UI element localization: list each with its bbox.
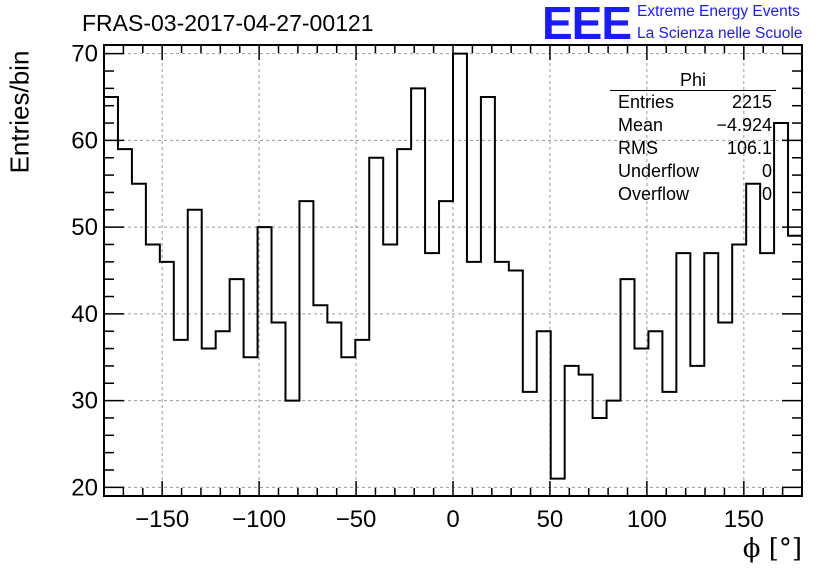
histogram-bin	[621, 279, 635, 496]
stats-value: 106.1	[726, 138, 772, 158]
histogram-bin	[411, 88, 425, 496]
histogram-bin	[299, 201, 313, 496]
histogram-bin	[174, 340, 188, 496]
x-tick-label: 50	[537, 506, 564, 533]
histogram-bin	[258, 227, 272, 496]
y-tick-label: 70	[71, 41, 98, 68]
stats-label: Underflow	[618, 161, 700, 181]
histogram-bin	[341, 357, 355, 496]
logo-text-line2: La Scienza nelle Scuole	[637, 25, 803, 42]
stats-box: Phi Entries 2215 Mean −4.924 RMS 106.1 U…	[610, 70, 776, 206]
histogram-bin	[746, 184, 760, 496]
histogram-bin	[188, 210, 202, 496]
y-tick-label: 20	[71, 474, 98, 501]
histogram-bin	[509, 271, 523, 497]
histogram-bin	[565, 366, 579, 496]
stats-row-entries: Entries 2215	[610, 91, 776, 114]
histogram-bin	[523, 392, 537, 496]
histogram-bin	[355, 340, 369, 496]
y-axis-label: Entries/bin	[4, 50, 35, 174]
histogram-bin	[216, 331, 230, 496]
histogram-bin	[774, 123, 788, 496]
histogram-bin	[327, 323, 341, 496]
stats-row-overflow: Overflow 0	[610, 183, 776, 206]
stats-value: 0	[761, 184, 772, 204]
histogram-bin	[481, 97, 495, 496]
histogram-bin	[369, 158, 383, 496]
histogram-bin	[383, 244, 397, 496]
stats-value: −4.924	[716, 115, 772, 135]
histogram-bin	[579, 375, 593, 496]
histogram-bin	[285, 401, 299, 496]
stats-value: 0	[761, 161, 772, 181]
x-tick-label: −50	[336, 506, 377, 533]
histogram-bin	[313, 305, 327, 496]
stats-row-rms: RMS 106.1	[610, 137, 776, 160]
chart-title: FRAS-03-2017-04-27-00121	[82, 10, 374, 36]
histogram-bin	[160, 262, 174, 496]
y-tick-label: 60	[71, 127, 98, 154]
histogram-bin	[676, 253, 690, 496]
histogram-bin	[760, 253, 774, 496]
x-tick-label: −150	[135, 506, 189, 533]
stats-title: Phi	[610, 70, 776, 91]
stats-row-mean: Mean −4.924	[610, 114, 776, 137]
histogram-bin	[551, 479, 565, 496]
stats-label: Mean	[618, 115, 664, 135]
histogram-bin	[495, 262, 509, 496]
histogram-bin	[118, 149, 132, 496]
histogram-bin	[732, 244, 746, 496]
stats-label: Entries	[618, 92, 675, 112]
x-tick-label: 0	[446, 506, 459, 533]
y-tick-label: 40	[71, 301, 98, 328]
histogram-bin	[244, 357, 258, 496]
stats-label: RMS	[618, 138, 658, 158]
histogram-bin	[662, 392, 676, 496]
histogram-bin	[272, 323, 286, 496]
histogram-bin	[439, 201, 453, 496]
logo-text-line1: Extreme Energy Events	[637, 3, 800, 20]
histogram-bin	[634, 349, 648, 496]
histogram-bin	[397, 149, 411, 496]
y-tick-label: 50	[71, 214, 98, 241]
eee-logo: EEE	[542, 0, 632, 49]
histogram-bin	[202, 349, 216, 496]
stats-row-underflow: Underflow 0	[610, 160, 776, 183]
histogram-bin	[453, 54, 467, 496]
histogram-bin	[146, 244, 160, 496]
histogram-bin	[607, 401, 621, 496]
histogram-bin	[425, 253, 439, 496]
histogram-bin	[537, 331, 551, 496]
stats-value: 2215	[731, 92, 772, 112]
histogram-bin	[690, 366, 704, 496]
tick-labels: −150 −100 −50 0 50 100 150 20 30 40 50 60 70	[71, 41, 764, 533]
axis-ticks	[103, 45, 803, 496]
x-tick-label: −100	[232, 506, 286, 533]
histogram-line	[104, 52, 802, 480]
histogram-bin	[648, 331, 662, 496]
x-axis-label: ϕ [°]	[742, 534, 802, 564]
y-tick-label: 30	[71, 388, 98, 415]
histogram-bin	[704, 253, 718, 496]
stats-label: Overflow	[618, 184, 690, 204]
histogram-series	[104, 52, 802, 497]
x-tick-label: 150	[724, 506, 764, 533]
histogram-bin	[132, 184, 146, 496]
histogram-bin	[718, 323, 732, 496]
histogram-bin	[593, 418, 607, 496]
histogram-bin	[467, 262, 481, 496]
histogram-bin	[230, 279, 244, 496]
x-tick-label: 100	[627, 506, 667, 533]
